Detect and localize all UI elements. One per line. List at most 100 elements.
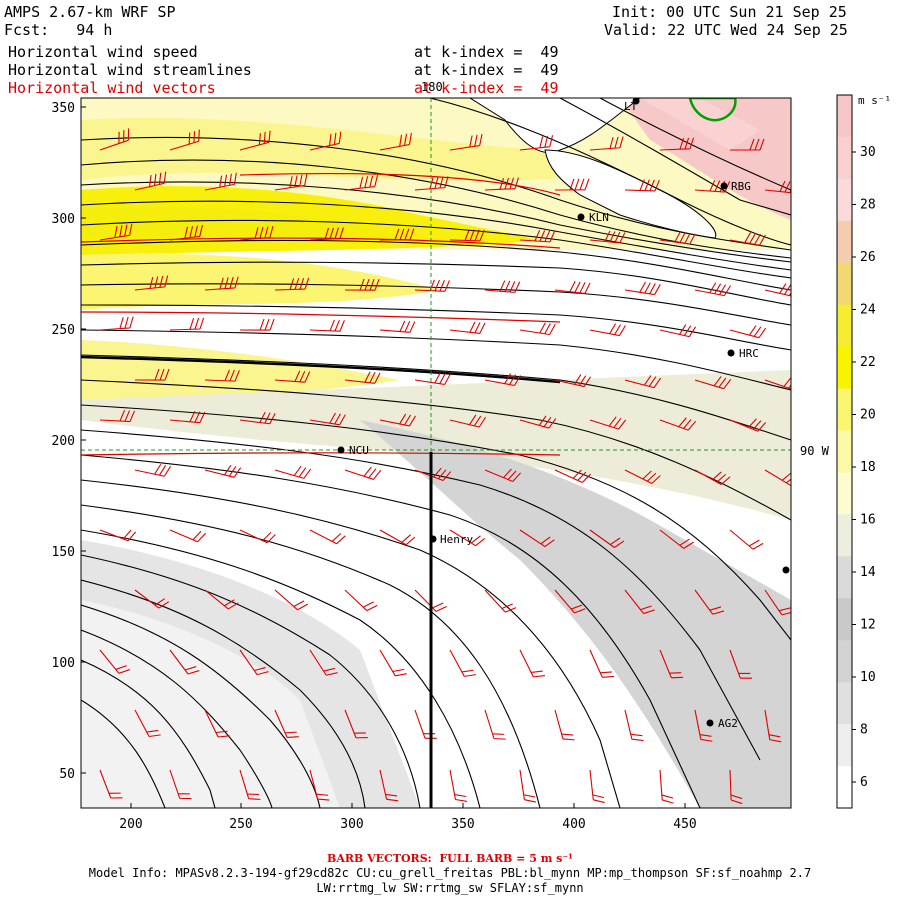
wind-barb — [379, 413, 416, 427]
wind-barb — [309, 649, 338, 676]
wind-barb — [309, 529, 346, 545]
wind-barb — [414, 176, 449, 191]
x-tick-200: 200 — [119, 817, 142, 832]
x-tick-350: 350 — [451, 817, 474, 832]
station-hrc: HRC — [727, 347, 759, 360]
colorbar-label: 6 — [860, 775, 868, 790]
wind-vector-lines — [81, 172, 561, 456]
y-tick-350: 350 — [52, 101, 75, 116]
y-tick-250: 250 — [52, 323, 75, 338]
colorbar-label: 14 — [860, 565, 876, 580]
colorbar-cell — [837, 388, 852, 432]
wind-barb — [659, 137, 695, 151]
colorbar-cell — [837, 598, 852, 641]
wind-barb — [484, 280, 521, 293]
wind-barb — [449, 414, 487, 428]
model-info-line-2: LW:rrtmg_lw SW:rrtmg_sw SFLAY:sf_mynn — [316, 881, 584, 895]
colorbar-frame — [836, 94, 853, 809]
wind-barb — [519, 529, 555, 548]
wind-barb — [764, 589, 791, 616]
wind-barb — [99, 529, 137, 542]
station-label-ag2: AG2 — [718, 717, 738, 730]
wind-barb — [274, 173, 308, 191]
wind-barb — [169, 129, 200, 151]
wind-barb — [764, 283, 791, 298]
wind-barb — [309, 227, 344, 241]
wind-barb — [309, 769, 330, 801]
wind-barb — [449, 321, 486, 334]
wind-barb — [274, 709, 299, 739]
colorbar-cell — [837, 472, 852, 515]
wind-barb — [99, 223, 133, 241]
meridian-label: 180 — [421, 80, 443, 94]
wind-barb — [134, 368, 170, 381]
wind-barb — [624, 375, 662, 389]
y-tick-150: 150 — [52, 545, 75, 560]
station-label-ncu: NCU — [349, 444, 369, 457]
wind-barb — [204, 709, 230, 738]
station-kln: KLN — [577, 211, 609, 224]
y-tick-200: 200 — [52, 434, 75, 449]
station-label-rbg: RBG — [731, 180, 751, 193]
barb-note: BARB VECTORS: FULL BARB = 5 m s⁻¹ — [327, 852, 573, 865]
wind-barb — [414, 467, 452, 481]
colorbar-label: 8 — [860, 723, 868, 738]
wind-barb — [589, 529, 625, 548]
station-label-lt: LT — [624, 100, 638, 113]
colorbar-cell — [837, 346, 852, 390]
station-label-hrc: HRC — [739, 347, 759, 360]
wind-barb — [344, 589, 378, 612]
wind-barb — [449, 649, 476, 677]
colorbar: 30 28 26 24 22 20 18 16 14 12 10 8 6 m s⁻¹ — [836, 94, 891, 809]
wind-barb — [589, 769, 605, 804]
layer-wind-speed-level: at k-index = 49 — [414, 43, 559, 61]
x-tick-300: 300 — [340, 817, 363, 832]
wind-barb — [379, 649, 407, 677]
wind-barb — [659, 231, 696, 245]
wind-barb — [344, 278, 380, 291]
bold-streamline — [81, 355, 561, 384]
init-time: Init: 00 UTC Sun 21 Sep 25 — [612, 3, 847, 21]
wind-barb — [344, 175, 379, 191]
colorbar-label: 18 — [860, 460, 876, 475]
wind-barb — [589, 136, 624, 151]
wind-barb — [554, 469, 591, 484]
wind-barb — [659, 324, 697, 338]
station-ncu: NCU — [337, 444, 369, 457]
colorbar-label: 30 — [860, 145, 876, 160]
colorbar-label: 24 — [860, 303, 876, 318]
x-tick-400: 400 — [562, 817, 585, 832]
wind-barb — [694, 589, 725, 615]
parallel-label: 90 W — [800, 444, 830, 458]
colorbar-cell — [837, 682, 852, 725]
wind-barb — [274, 277, 310, 291]
colorbar-label: 12 — [860, 618, 876, 633]
streamlines — [81, 98, 791, 808]
wind-barb — [309, 412, 346, 426]
wind-barb — [589, 323, 626, 337]
station-ag2: AG2 — [706, 717, 738, 730]
wind-barb — [764, 469, 791, 486]
wind-barb — [519, 415, 557, 429]
wind-barb — [99, 769, 123, 799]
wind-barb — [589, 230, 626, 244]
wind-barb — [204, 369, 240, 382]
wind-barb — [484, 373, 521, 387]
map-field — [81, 98, 791, 808]
coastline — [469, 98, 737, 239]
wind-barb — [764, 180, 791, 194]
wind-barb — [204, 172, 237, 191]
wind-barb — [99, 649, 131, 674]
model-info-line-1: Model Info: MPASv8.2.3-194-gf29cd82c CU:… — [88, 866, 812, 880]
wind-barb — [449, 229, 485, 242]
station-label-henry: Henry — [440, 533, 473, 546]
wind-barb — [694, 469, 731, 485]
wind-barb — [344, 709, 368, 739]
wind-barb — [624, 281, 661, 296]
wind-barb — [239, 318, 275, 331]
wind-barb — [274, 370, 311, 383]
colorbar-cell — [837, 178, 852, 222]
wind-barb — [694, 282, 731, 297]
wind-barb — [449, 529, 486, 547]
colorbar-cell — [837, 220, 852, 264]
